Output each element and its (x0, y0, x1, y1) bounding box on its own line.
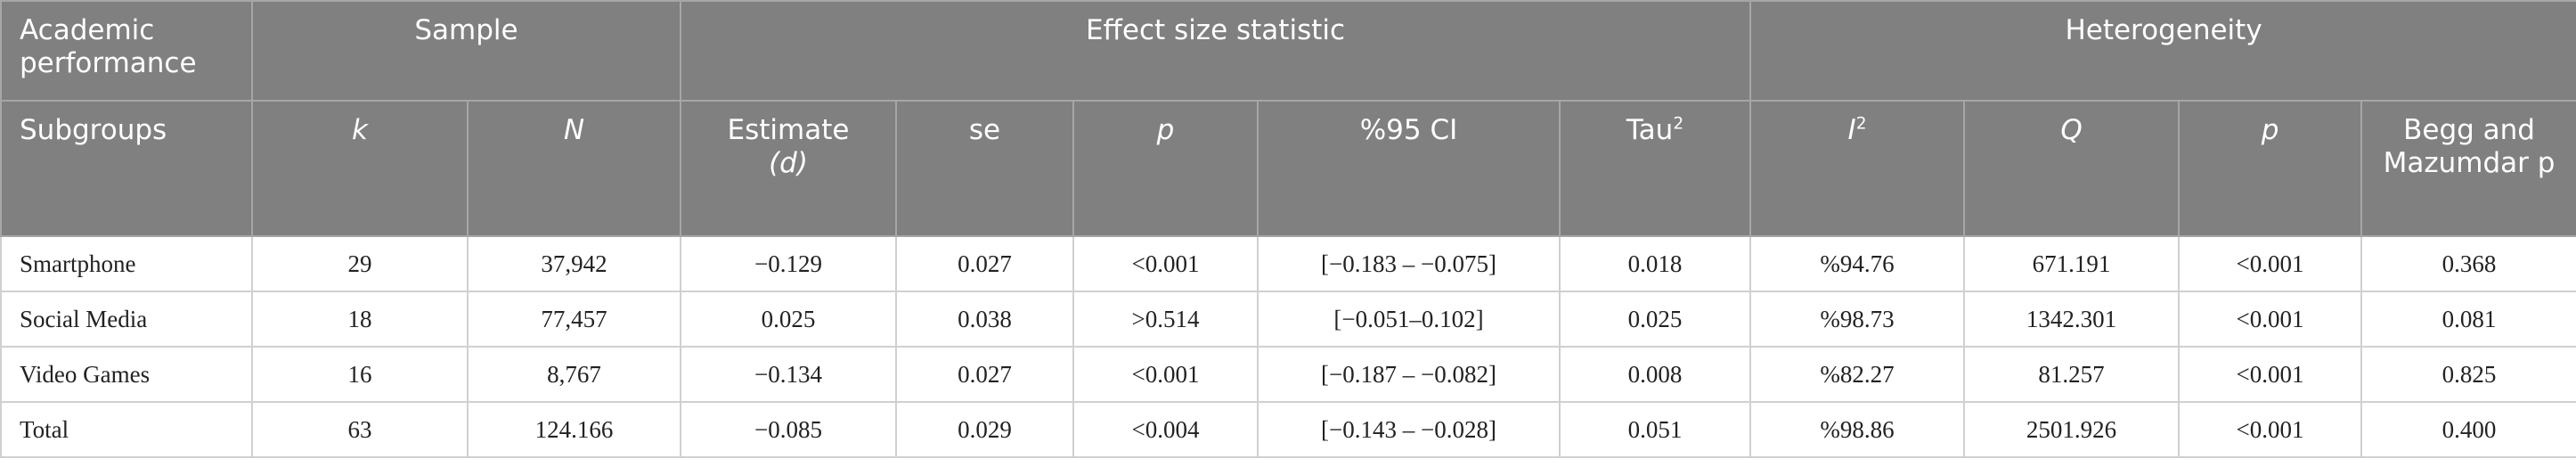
column-header: Begg and Mazumdar p (2360, 100, 2576, 237)
data-cell: 0.027 (895, 346, 1074, 403)
column-header-text: Subgroups (20, 114, 167, 146)
data-cell: <0.004 (1072, 401, 1259, 458)
row-label: Total (0, 401, 253, 458)
column-header: %95 CI (1257, 100, 1561, 237)
data-cell: <0.001 (2178, 235, 2363, 292)
column-header-text: Tau (1626, 114, 1674, 146)
column-header: Tau2 (1558, 100, 1752, 237)
column-header: I2 (1749, 100, 1966, 237)
data-cell: 1342.301 (1963, 291, 2181, 348)
data-cell: 0.368 (2360, 235, 2576, 292)
table-body: Smartphone 29 37,942 −0.129 0.027 <0.001 [−0.1… (0, 235, 2576, 458)
data-cell: 0.400 (2360, 401, 2576, 458)
column-header: Estimate (d) (680, 100, 897, 237)
column-header-text: I (1847, 114, 1856, 146)
column-header: k (251, 100, 469, 237)
data-cell: >0.514 (1072, 291, 1259, 348)
column-header-text: Estimate (727, 114, 850, 146)
data-cell: 18 (251, 291, 469, 348)
group-header-row: Academic performance Sample Effect size st… (0, 0, 2576, 102)
data-cell: %94.76 (1749, 235, 1966, 292)
data-cell: 2501.926 (1963, 401, 2181, 458)
data-cell: 0.018 (1558, 235, 1752, 292)
data-cell: 0.038 (895, 291, 1074, 348)
group-header: Sample (251, 0, 681, 102)
data-cell: 0.029 (895, 401, 1074, 458)
data-cell: 0.025 (1558, 291, 1752, 348)
data-cell: 124.166 (467, 401, 681, 458)
data-cell: 81.257 (1963, 346, 2181, 403)
column-header: p (1072, 100, 1259, 237)
data-cell: −0.134 (680, 346, 897, 403)
column-header-text: Begg and Mazumdar p (2383, 114, 2556, 180)
group-header: Academic performance (0, 0, 253, 102)
data-cell: [−0.187 – −0.082] (1257, 346, 1561, 403)
column-header-subtext: (d) (769, 147, 808, 180)
data-cell: 77,457 (467, 291, 681, 348)
data-cell: 63 (251, 401, 469, 458)
column-header-text: Q (2060, 114, 2083, 146)
data-cell: <0.001 (2178, 346, 2363, 403)
data-cell: 29 (251, 235, 469, 292)
data-cell: [−0.143 – −0.028] (1257, 401, 1561, 458)
data-row: Video Games 16 8,767 −0.134 0.027 <0.001 [−0.1… (0, 346, 2576, 403)
data-cell: 8,767 (467, 346, 681, 403)
data-cell: 37,942 (467, 235, 681, 292)
data-cell: 0.025 (680, 291, 897, 348)
column-header-text: k (352, 114, 368, 146)
data-cell: 0.027 (895, 235, 1074, 292)
data-row: Smartphone 29 37,942 −0.129 0.027 <0.001 [−0.1… (0, 235, 2576, 292)
data-cell: 0.051 (1558, 401, 1752, 458)
data-cell: %98.73 (1749, 291, 1966, 348)
row-label: Smartphone (0, 235, 253, 292)
group-header: Effect size statistic (679, 0, 1752, 102)
data-cell: −0.085 (680, 401, 897, 458)
data-cell: 0.081 (2360, 291, 2576, 348)
data-cell: 0.825 (2360, 346, 2576, 403)
column-header-text: p (2261, 114, 2279, 146)
column-header-text: se (968, 114, 1001, 146)
column-header: p (2178, 100, 2363, 237)
table-header: Academic performance Sample Effect size st… (0, 0, 2576, 237)
data-cell: %98.86 (1749, 401, 1966, 458)
data-cell: 0.008 (1558, 346, 1752, 403)
data-row: Total 63 124.166 −0.085 0.029 <0.004 [−0.143 –… (0, 401, 2576, 458)
results-table: Academic performance Sample Effect size st… (0, 0, 2576, 458)
data-cell: <0.001 (2178, 291, 2363, 348)
data-cell: <0.001 (1072, 235, 1259, 292)
data-cell: %82.27 (1749, 346, 1966, 403)
data-cell: <0.001 (2178, 401, 2363, 458)
superscript: 2 (1855, 114, 1867, 134)
data-row: Social Media 18 77,457 0.025 0.038 >0.514 [−0.… (0, 291, 2576, 348)
column-header: Q (1963, 100, 2181, 237)
column-header-text: N (563, 114, 585, 146)
data-cell: 16 (251, 346, 469, 403)
data-cell: [−0.051–0.102] (1257, 291, 1561, 348)
column-header-text: %95 CI (1359, 114, 1458, 146)
column-header: N (467, 100, 681, 237)
superscript: 2 (1673, 114, 1684, 134)
column-header-text: p (1156, 114, 1175, 146)
row-label: Social Media (0, 291, 253, 348)
column-header: se (895, 100, 1074, 237)
data-cell: [−0.183 – −0.075] (1257, 235, 1561, 292)
group-header: Heterogeneity (1749, 0, 2576, 102)
data-cell: 671.191 (1963, 235, 2181, 292)
data-cell: −0.129 (680, 235, 897, 292)
column-header: Subgroups (0, 100, 253, 237)
row-label: Video Games (0, 346, 253, 403)
data-cell: <0.001 (1072, 346, 1259, 403)
